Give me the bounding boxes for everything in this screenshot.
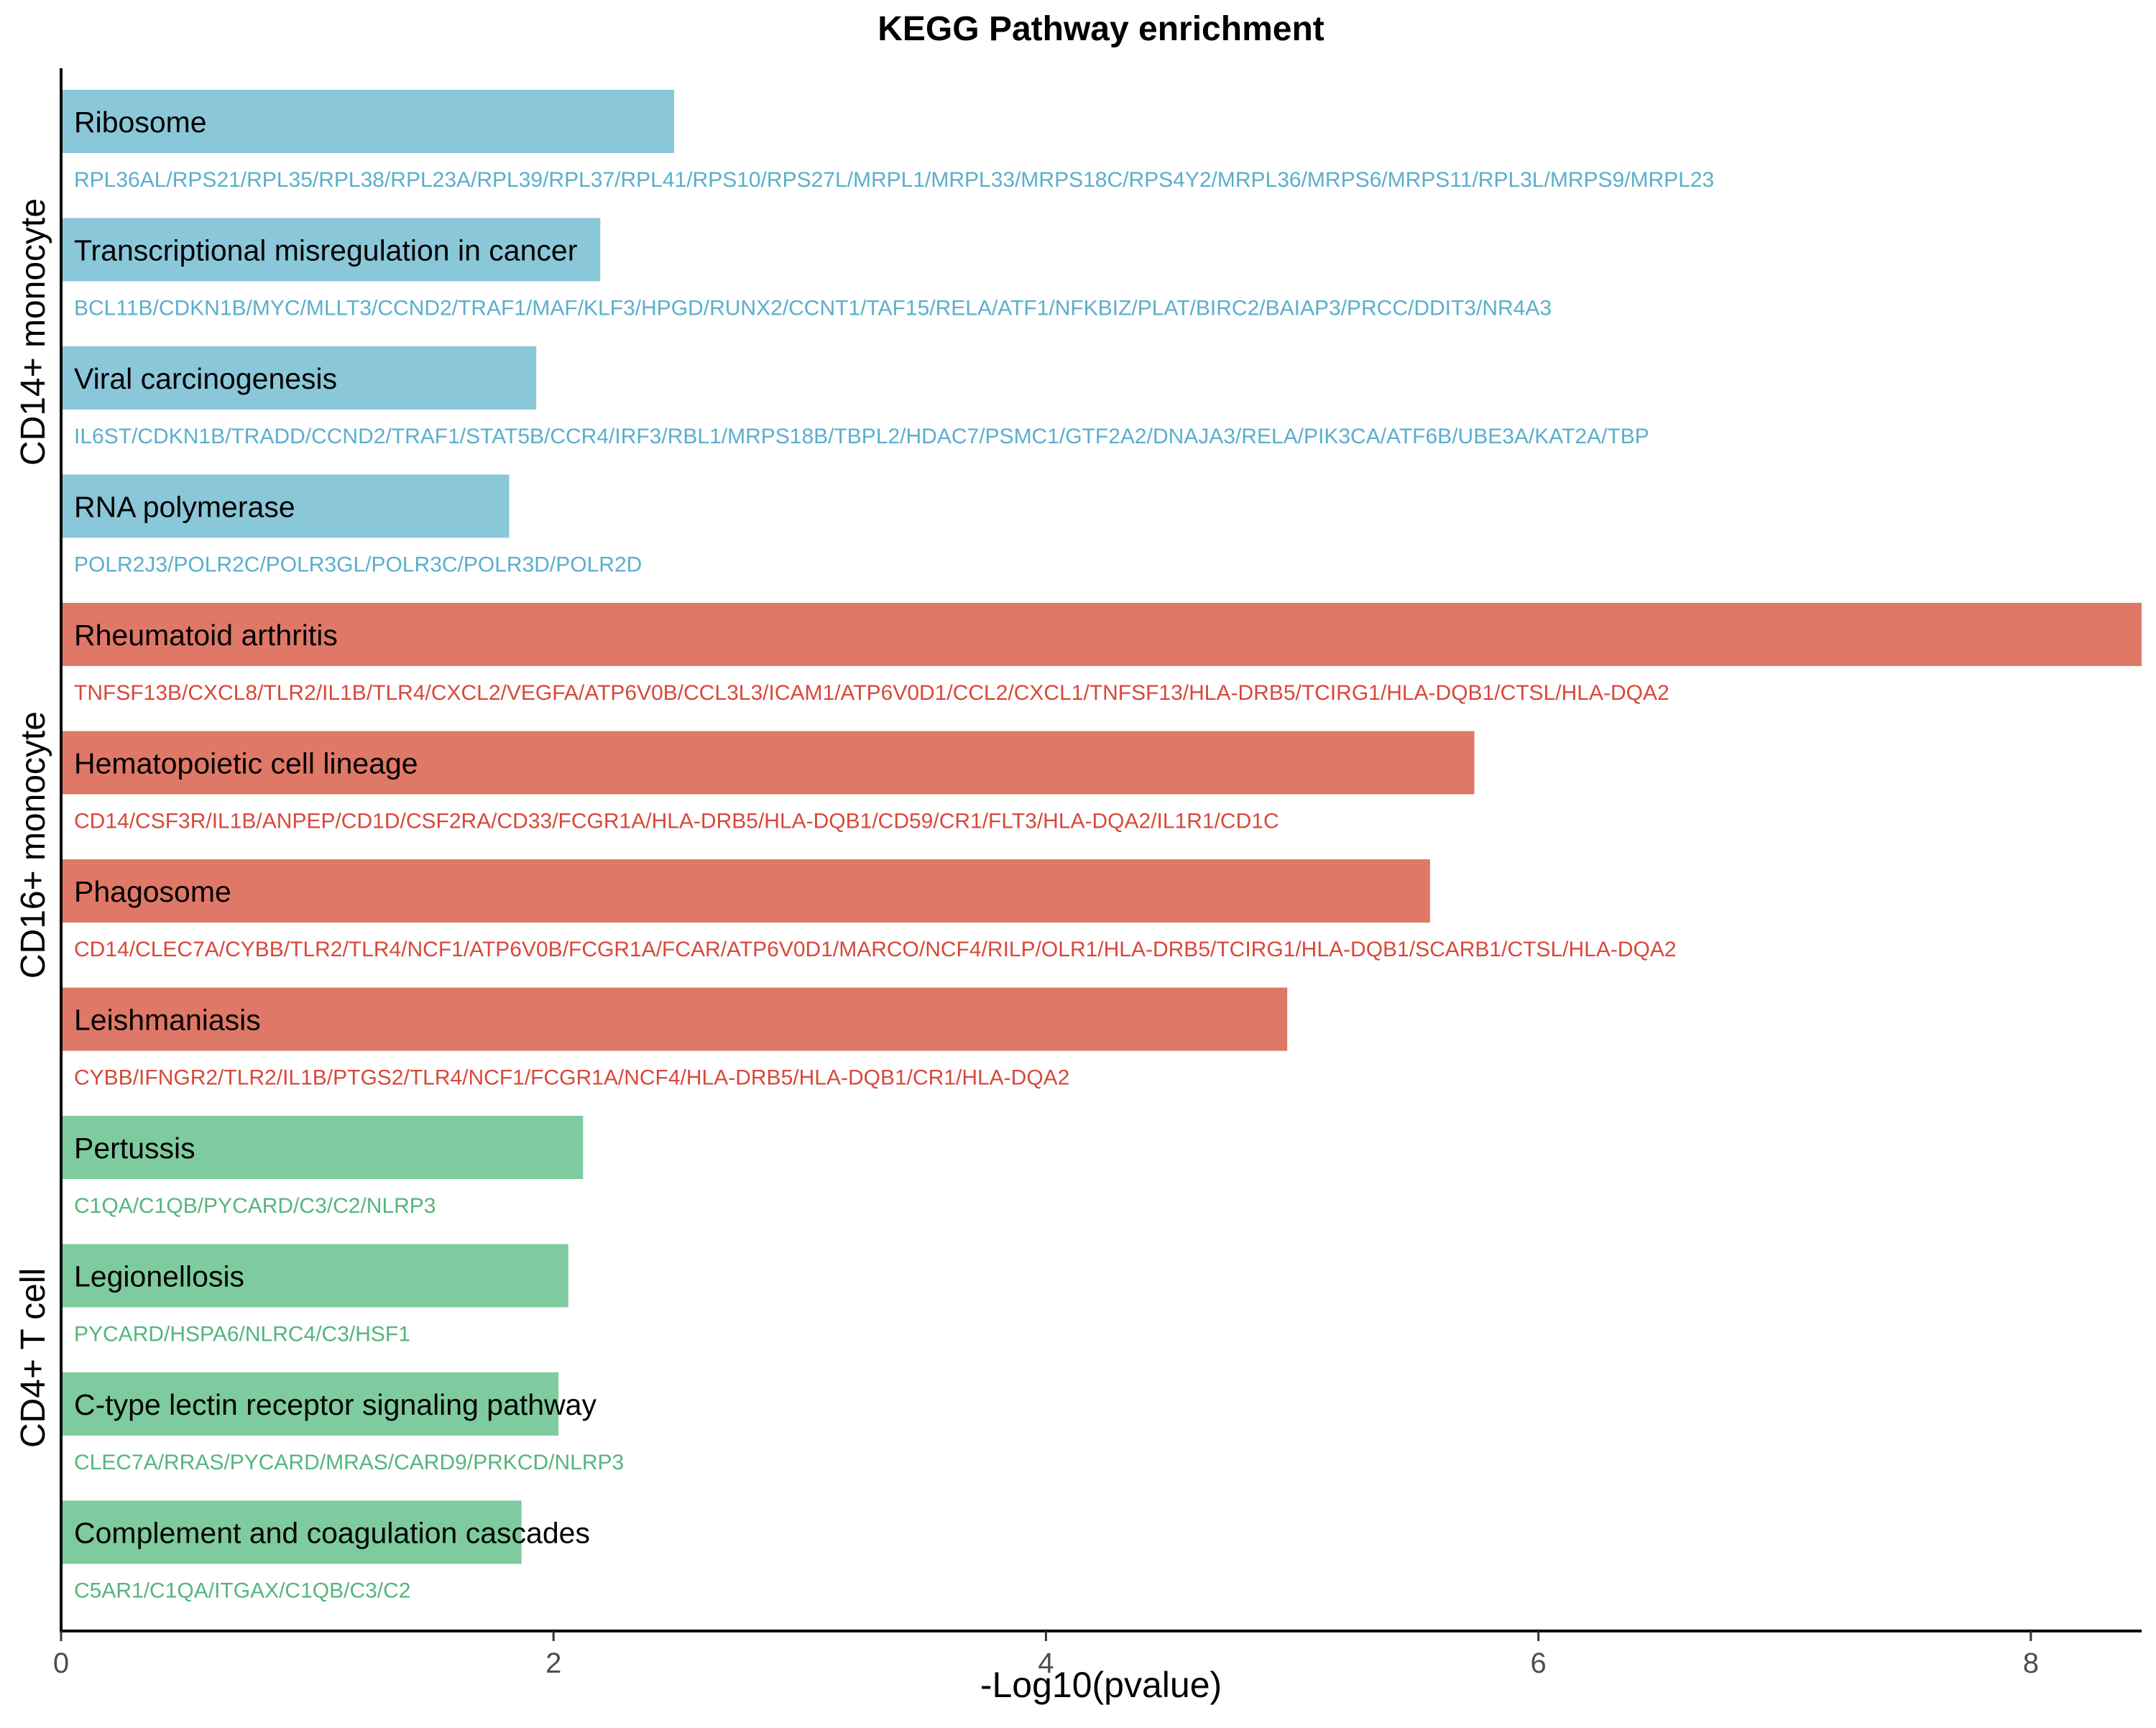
gene-list: TNFSF13B/CXCL8/TLR2/IL1B/TLR4/CXCL2/VEGF… xyxy=(74,681,1669,705)
x-tick-label: 8 xyxy=(2023,1648,2039,1679)
bar xyxy=(61,859,1430,923)
bar xyxy=(61,1372,559,1436)
gene-list: PYCARD/HSPA6/NLRC4/C3/HSF1 xyxy=(74,1323,410,1346)
x-tick-label: 0 xyxy=(53,1648,69,1679)
gene-list: CYBB/IFNGR2/TLR2/IL1B/PTGS2/TLR4/NCF1/FC… xyxy=(74,1066,1069,1090)
bar-label: Rheumatoid arthritis xyxy=(74,619,338,652)
bar xyxy=(61,218,601,282)
gene-list: RPL36AL/RPS21/RPL35/RPL38/RPL23A/RPL39/R… xyxy=(74,168,1714,192)
group-label: CD16+ monocyte xyxy=(14,711,52,979)
gene-list: BCL11B/CDKN1B/MYC/MLLT3/CCND2/TRAF1/MAF/… xyxy=(74,297,1552,320)
bar-label: Complement and coagulation cascades xyxy=(74,1517,590,1550)
x-tick-label: 2 xyxy=(545,1648,561,1679)
bar-label: Leishmaniasis xyxy=(74,1004,261,1037)
bar-label: Viral carcinogenesis xyxy=(74,362,337,395)
gene-list: POLR2J3/POLR2C/POLR3GL/POLR3C/POLR3D/POL… xyxy=(74,553,642,577)
bar-label: C-type lectin receptor signaling pathway xyxy=(74,1388,596,1421)
bar-label: RNA polymerase xyxy=(74,491,295,524)
group-label: CD14+ monocyte xyxy=(14,198,52,466)
bar-label: Transcriptional misregulation in cancer xyxy=(74,234,577,267)
x-axis: 0 2 4 6 8 xyxy=(53,68,2142,1679)
chart-title: KEGG Pathway enrichment xyxy=(877,10,1325,48)
bar-label: Phagosome xyxy=(74,875,231,908)
bar xyxy=(61,731,1475,795)
gene-list: CLEC7A/RRAS/PYCARD/MRAS/CARD9/PRKCD/NLRP… xyxy=(74,1451,624,1474)
bar-label: Legionellosis xyxy=(74,1260,244,1293)
bar xyxy=(61,1244,568,1308)
x-axis-label: -Log10(pvalue) xyxy=(980,1665,1222,1705)
gene-list: C1QA/C1QB/PYCARD/C3/C2/NLRP3 xyxy=(74,1194,436,1218)
bar-label: Ribosome xyxy=(74,106,207,139)
bar xyxy=(61,474,510,538)
bar xyxy=(61,987,1288,1051)
bar-label: Hematopoietic cell lineage xyxy=(74,747,418,780)
gene-list: C5AR1/C1QA/ITGAX/C1QB/C3/C2 xyxy=(74,1579,411,1603)
group-labels-layer: CD14+ monocyte CD16+ monocyte CD4+ T cell xyxy=(14,198,52,1448)
bar xyxy=(61,1500,522,1564)
bar xyxy=(61,346,537,410)
x-tick-label: 4 xyxy=(1038,1648,1054,1679)
bar xyxy=(61,90,675,153)
bar xyxy=(61,603,2142,666)
x-tick-label: 6 xyxy=(1530,1648,1546,1679)
bars-layer: Ribosome RPL36AL/RPS21/RPL35/RPL38/RPL23A… xyxy=(61,90,2142,1603)
gene-list: CD14/CSF3R/IL1B/ANPEP/CD1D/CSF2RA/CD33/F… xyxy=(74,810,1279,833)
gene-list: CD14/CLEC7A/CYBB/TLR2/TLR4/NCF1/ATP6V0B/… xyxy=(74,938,1677,961)
bar xyxy=(61,1116,584,1179)
bar-label: Pertussis xyxy=(74,1132,195,1165)
gene-list: IL6ST/CDKN1B/TRADD/CCND2/TRAF1/STAT5B/CC… xyxy=(74,425,1649,448)
group-label: CD4+ T cell xyxy=(14,1268,52,1448)
